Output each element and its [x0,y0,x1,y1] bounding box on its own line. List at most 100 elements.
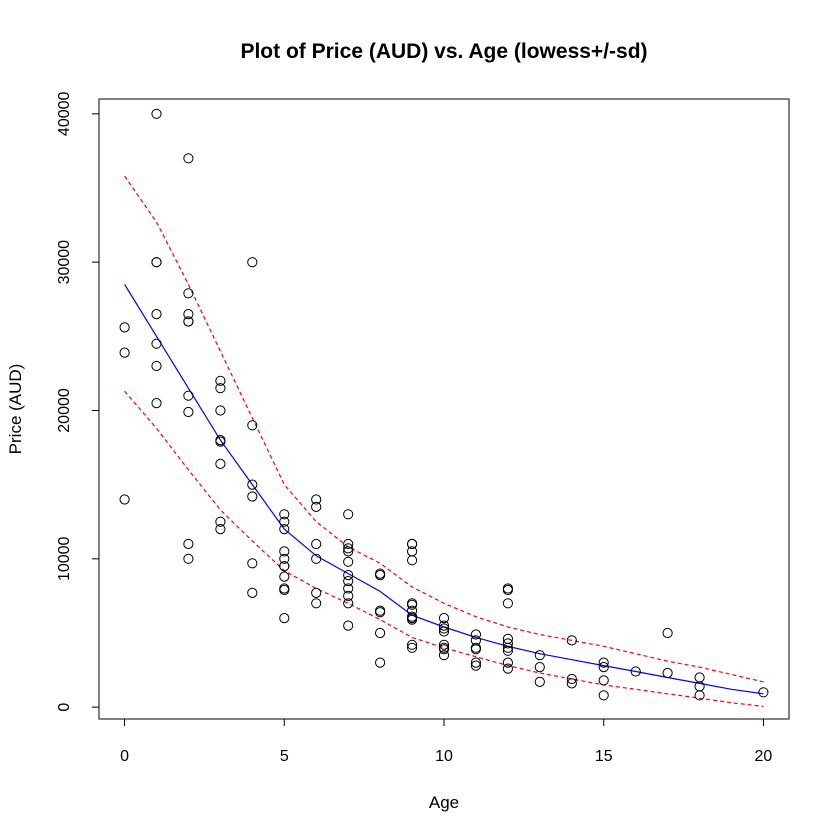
data-point [662,667,673,679]
data-point [502,642,513,653]
data-point [311,598,322,609]
data-point [566,673,577,685]
data-point [534,676,545,688]
data-point [470,644,481,655]
data-point [215,375,226,386]
plot-frame [98,98,790,720]
data-point [183,390,194,401]
data-point [598,690,609,701]
x-tick-label: 20 [755,748,773,765]
y-axis: 0 10000 20000 30000 40000 [56,91,100,712]
data-point [183,553,194,564]
data-point [119,494,130,505]
x-tick-label: 10 [435,748,453,765]
data-point [438,639,450,650]
data-point [407,642,418,653]
data-point [279,584,290,596]
data-point [502,598,513,609]
x-axis-label: Age [429,793,459,812]
data-point [247,479,258,490]
data-point [279,509,290,520]
data-point [215,405,226,416]
y-tick-label: 30000 [56,240,73,285]
y-axis-label: Price (AUD) [6,364,25,455]
data-point [247,587,258,599]
data-point [534,662,545,673]
data-point [247,491,258,502]
data-point [694,690,705,701]
x-tick-label: 0 [120,748,129,765]
data-point [311,538,322,550]
data-point [215,524,226,535]
data-point [502,657,513,668]
data-point [502,645,513,656]
data-point [407,614,418,625]
data-point [630,666,641,677]
data-point [279,561,290,572]
data-point [438,623,450,634]
data-point [502,638,513,649]
data-point [407,639,418,650]
chart-title: Plot of Price (AUD) vs. Age (lowess+/-sd… [240,40,647,63]
data-point [183,316,194,327]
data-points [119,108,769,701]
data-point [662,627,673,639]
data-point [502,584,513,596]
data-point [247,257,258,268]
data-point [343,590,354,602]
x-axis: 0 5 10 15 20 [120,718,773,765]
sd-band-line [124,390,764,707]
data-point [119,322,130,333]
lowess-line [124,284,764,695]
data-point [566,635,577,646]
data-point [343,543,354,554]
data-point [438,613,450,624]
data-point [215,458,226,469]
data-point [343,576,354,587]
data-point [694,672,705,683]
x-tick-label: 15 [595,748,613,765]
data-point [151,398,162,409]
data-point [470,657,481,668]
data-point [343,509,354,520]
data-point [343,583,354,594]
data-point [279,516,290,527]
data-point [183,406,194,418]
data-point [183,153,194,164]
data-point [438,644,450,655]
data-point [375,607,386,618]
data-point [502,663,513,674]
data-point [215,516,226,527]
data-point [183,288,194,299]
x-tick-label: 5 [280,748,289,765]
data-point [311,501,322,512]
data-point [151,309,162,320]
data-point [311,587,322,599]
data-point [407,599,418,610]
data-point [279,524,290,535]
data-point [598,675,609,686]
y-tick-label: 10000 [56,536,73,581]
data-point [438,650,450,661]
data-point [375,657,386,668]
data-point [151,360,162,372]
data-point [279,613,290,624]
data-point [566,678,577,689]
data-point [470,629,481,640]
data-point [375,570,386,581]
data-point [343,570,354,581]
data-point [151,338,162,349]
data-point [343,538,354,550]
data-point [343,620,354,631]
data-point [438,620,450,631]
y-tick-label: 0 [56,703,73,712]
data-point [151,257,162,268]
data-point [375,627,386,639]
data-point [247,558,258,569]
data-point [343,546,354,557]
data-point [279,546,290,557]
data-point [343,598,354,609]
data-point [183,309,194,320]
data-point [758,687,769,698]
